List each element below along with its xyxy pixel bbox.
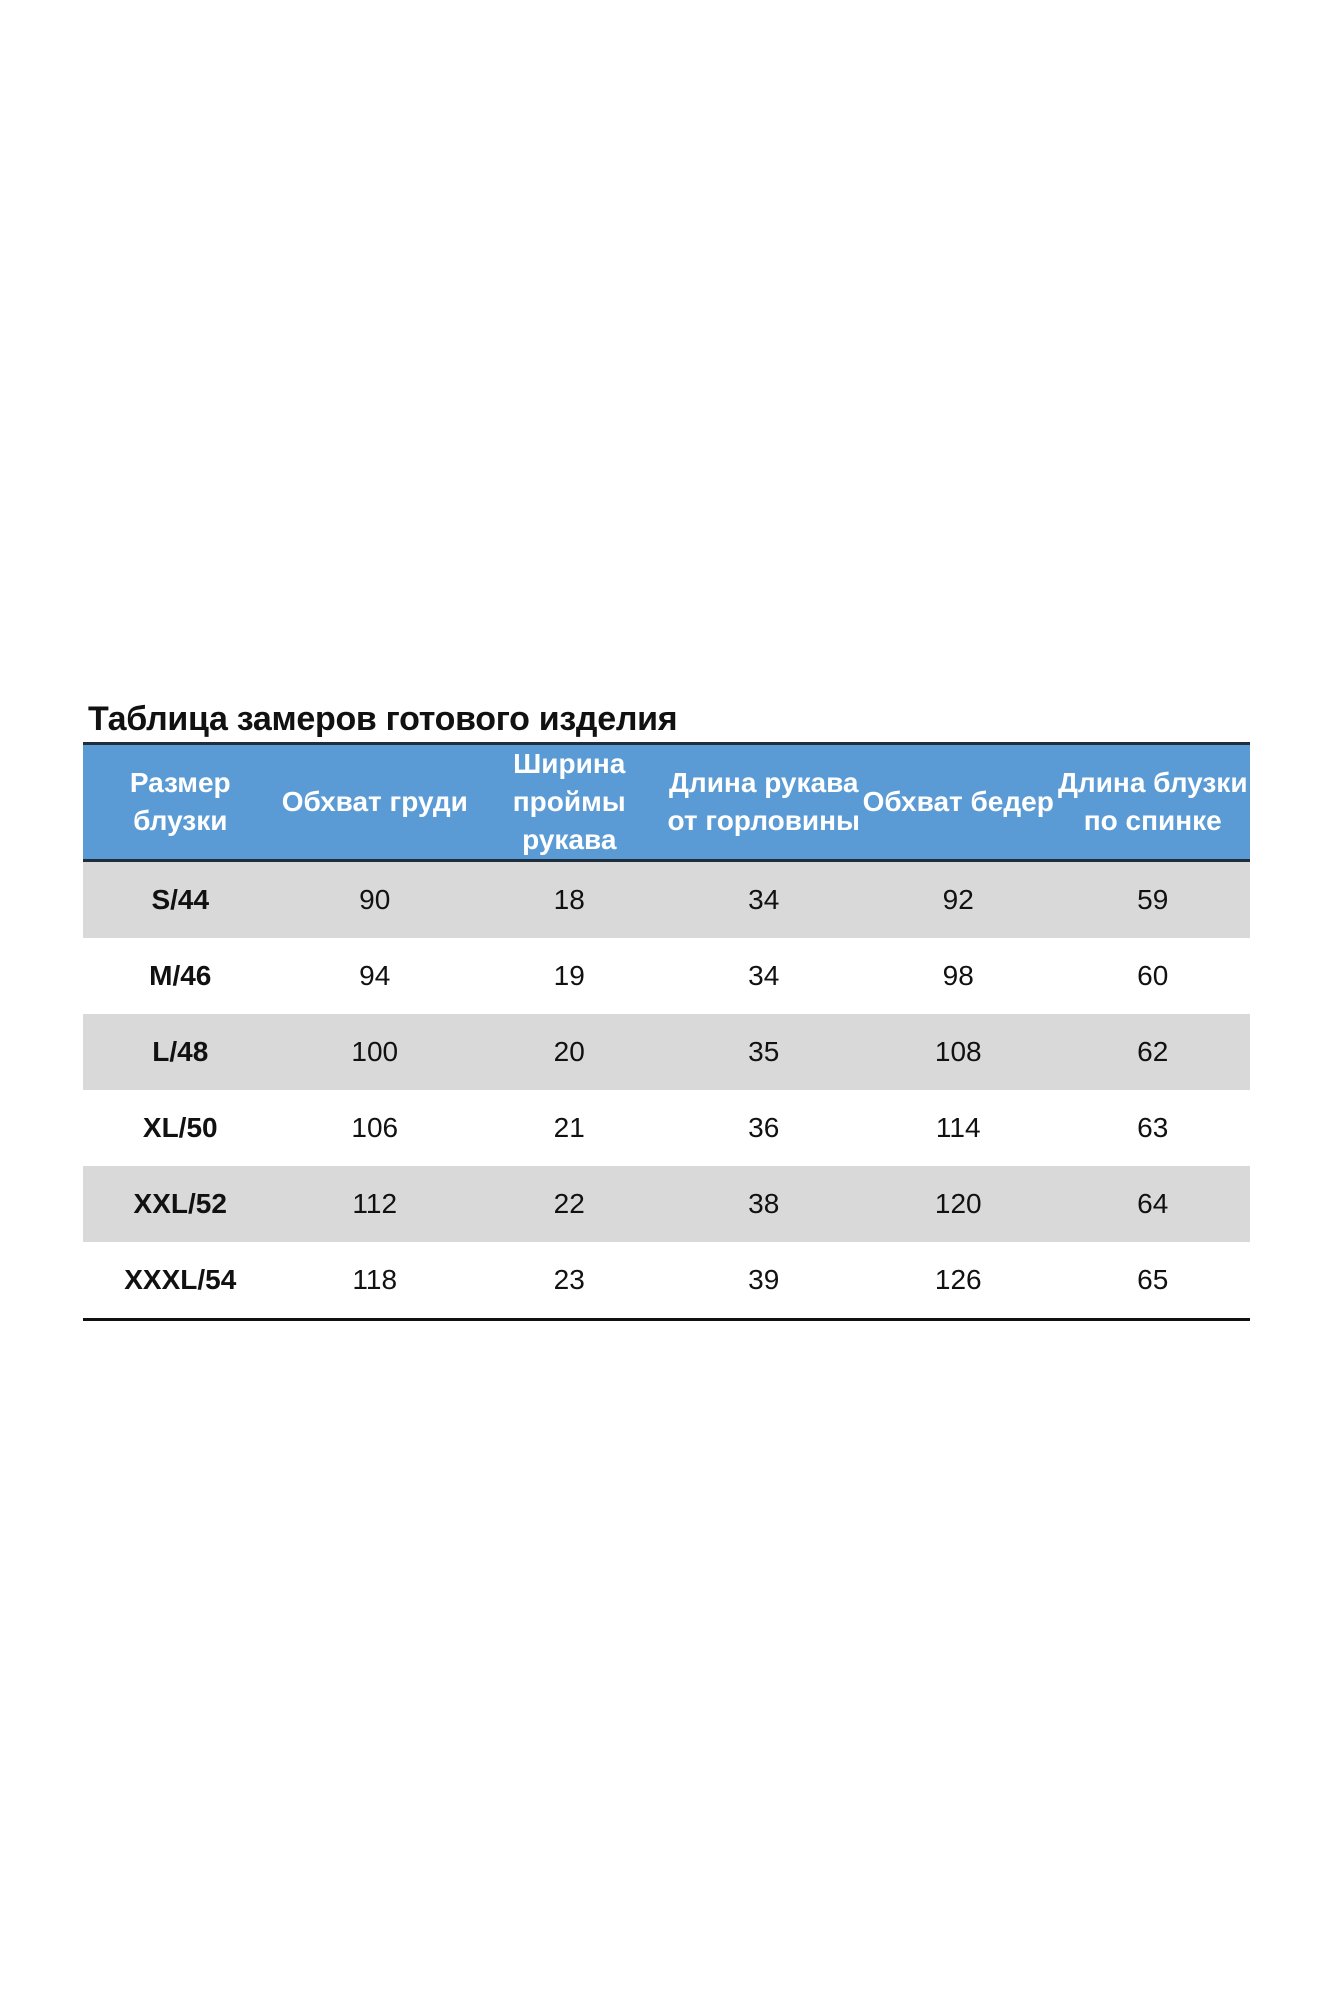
column-header: Ширина проймы рукава xyxy=(512,748,626,855)
measurement-cell: 64 xyxy=(1137,1188,1169,1219)
table-row: XXXL/54 118 23 39 126 65 xyxy=(83,1242,1250,1320)
measurement-cell: 65 xyxy=(1137,1264,1169,1295)
measurement-cell: 38 xyxy=(748,1188,780,1219)
size-cell: L/48 xyxy=(152,1036,209,1067)
measurement-cell: 126 xyxy=(934,1264,982,1295)
measurement-cell: 106 xyxy=(351,1112,399,1143)
column-header: Обхват груди xyxy=(281,786,468,817)
measurement-cell: 92 xyxy=(942,884,974,915)
measurement-cell: 62 xyxy=(1137,1036,1169,1067)
measurement-cell: 59 xyxy=(1137,884,1169,915)
measurement-cell: 35 xyxy=(748,1036,780,1067)
measurement-cell: 112 xyxy=(352,1188,398,1219)
table-row: S/44 90 18 34 92 59 xyxy=(83,860,1250,938)
measurement-cell: 18 xyxy=(553,884,585,915)
table-title: Таблица замеров готового изделия xyxy=(88,700,678,738)
column-header: Обхват бедер xyxy=(862,786,1054,817)
measurement-cell: 21 xyxy=(553,1112,585,1143)
measurement-cell: 94 xyxy=(359,960,391,991)
measurement-cell: 118 xyxy=(352,1264,398,1295)
column-header: Длина блузки по спинке xyxy=(1057,767,1248,836)
measurement-cell: 22 xyxy=(553,1188,585,1219)
size-table: Размер блузки Обхват груди Ширина проймы р… xyxy=(83,742,1250,1321)
table-row: XL/50 106 21 36 114 63 xyxy=(83,1090,1250,1166)
header-row: Размер блузки Обхват груди Ширина проймы р… xyxy=(83,743,1250,861)
measurement-cell: 34 xyxy=(748,884,780,915)
measurement-cell: 63 xyxy=(1137,1112,1169,1143)
table-row: L/48 100 20 35 108 62 xyxy=(83,1014,1250,1090)
size-cell: S/44 xyxy=(151,884,210,915)
size-cell: XL/50 xyxy=(142,1112,218,1143)
measurement-cell: 34 xyxy=(748,960,780,991)
measurement-cell: 39 xyxy=(748,1264,780,1295)
measurement-cell: 20 xyxy=(553,1036,585,1067)
table-row: M/46 94 19 34 98 60 xyxy=(83,938,1250,1014)
table-row: XXL/52 112 22 38 120 64 xyxy=(83,1166,1250,1242)
measurement-cell: 114 xyxy=(935,1112,981,1143)
measurement-cell: 120 xyxy=(934,1188,982,1219)
column-header: Размер блузки xyxy=(129,767,231,836)
size-cell: M/46 xyxy=(149,960,212,991)
column-header: Длина рукава от горловины xyxy=(667,767,860,836)
size-cell: XXXL/54 xyxy=(124,1264,237,1295)
size-cell: XXL/52 xyxy=(133,1188,227,1219)
measurement-cell: 90 xyxy=(359,884,391,915)
measurement-cell: 36 xyxy=(748,1112,780,1143)
measurement-cell: 98 xyxy=(942,960,974,991)
measurement-cell: 23 xyxy=(553,1264,585,1295)
measurement-cell: 60 xyxy=(1137,960,1169,991)
measurement-cell: 19 xyxy=(553,960,585,991)
measurement-cell: 100 xyxy=(351,1036,399,1067)
measurement-cell: 108 xyxy=(934,1036,982,1067)
